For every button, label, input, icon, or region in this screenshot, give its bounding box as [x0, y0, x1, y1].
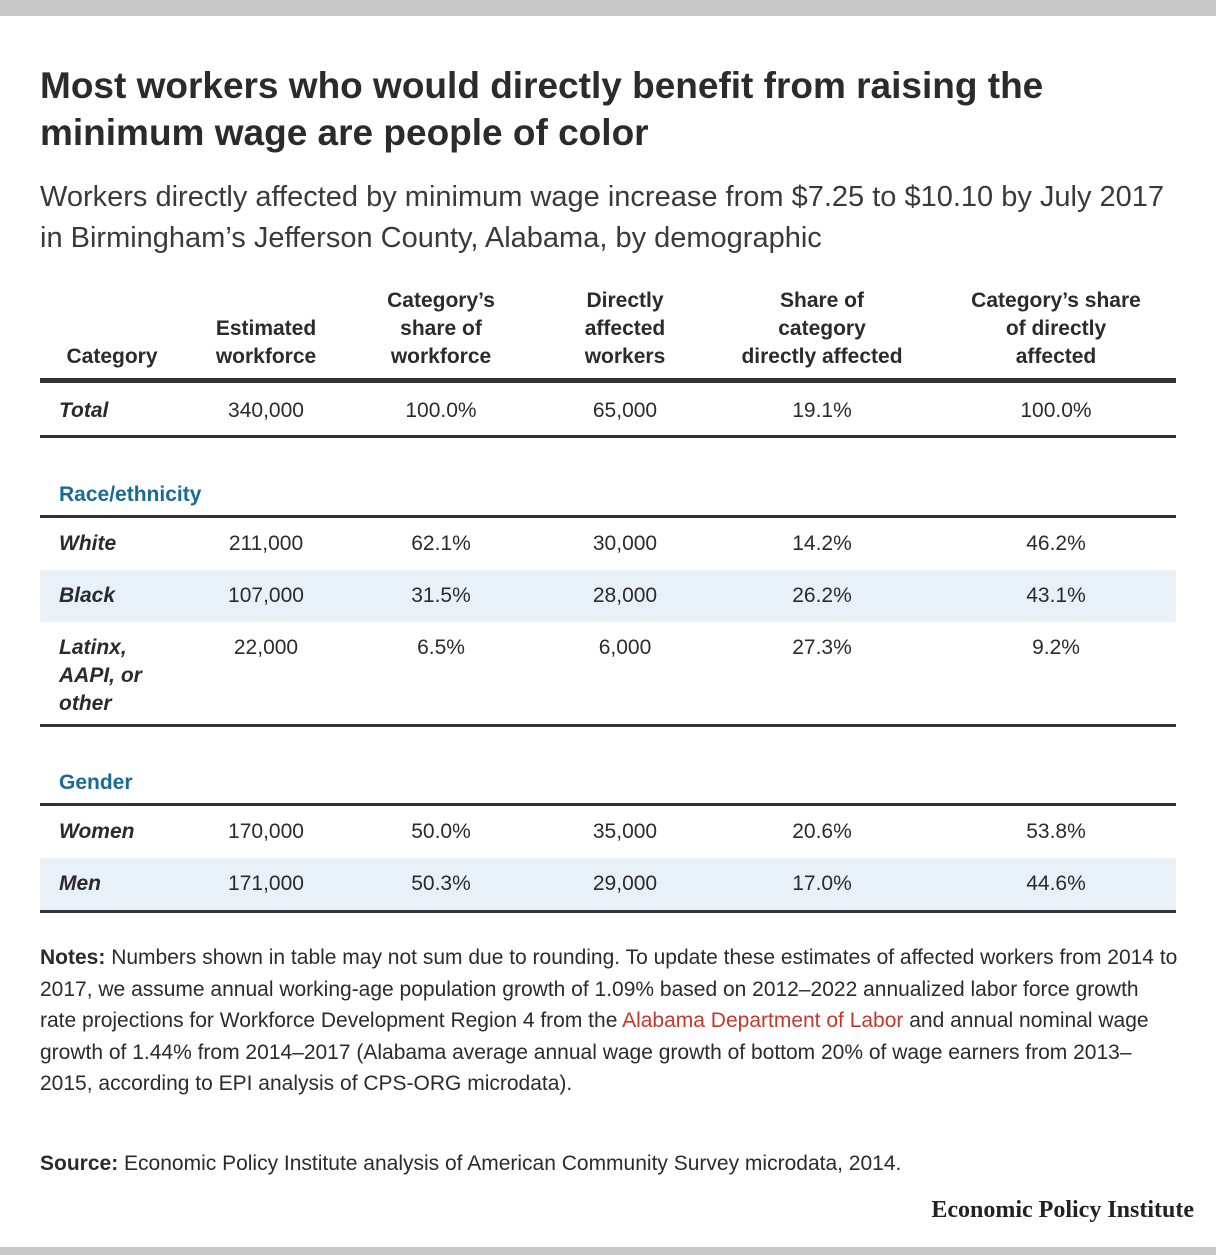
cell-1-1-3: 17.0%	[792, 872, 852, 895]
table-graphic: Category Estimated workforce Category’s shar…	[40, 289, 1176, 913]
row-shade-1-1	[40, 858, 1176, 910]
cell-1-1-2: 29,000	[593, 872, 657, 895]
cell-1-1-1: 50.3%	[411, 872, 471, 895]
notes-text-before-link: Numbers shown in table may not sum due t…	[40, 946, 1178, 1032]
column-header-0-line-0: Category	[66, 345, 157, 368]
notes-label: Notes:	[40, 946, 106, 969]
cell-0-1-2: 28,000	[593, 584, 657, 607]
top-border-bar	[0, 0, 1216, 16]
alabama-dept-labor-link[interactable]: Alabama Department of Labor	[622, 1009, 904, 1032]
cell-1-0-0: 170,000	[228, 820, 304, 843]
cell-0-0-0: 211,000	[229, 532, 303, 555]
notes: Notes: Numbers shown in table may not su…	[40, 942, 1180, 1100]
column-header-2-line-2: workforce	[390, 345, 491, 368]
column-header-5-line-1: of directly	[1006, 317, 1107, 340]
brand-logo: Economic Policy Institute	[931, 1197, 1194, 1223]
cell-1-1-4: 44.6%	[1026, 872, 1086, 895]
row-label-0-1-0: Black	[59, 584, 116, 607]
column-header-5-line-0: Category’s share	[971, 289, 1141, 312]
column-header-5-line-2: affected	[1016, 345, 1097, 368]
cell-0-1-4: 43.1%	[1026, 584, 1086, 607]
column-header-3-line-1: affected	[585, 317, 666, 340]
source-label: Source:	[40, 1152, 119, 1175]
row-label-0-2-2: other	[59, 692, 113, 715]
data-table: Category Estimated workforce Category’s shar…	[0, 280, 1216, 920]
cell-0-2-3: 27.3%	[792, 636, 852, 659]
cell-0-2-0: 22,000	[234, 636, 298, 659]
total-rule	[40, 435, 1176, 438]
group-title-0: Race/ethnicity	[59, 483, 202, 506]
cell-0-1-3: 26.2%	[792, 584, 852, 607]
column-header-1-line-0: Estimated	[216, 317, 316, 340]
total-cell-2: 65,000	[593, 399, 657, 422]
cell-1-0-2: 35,000	[593, 820, 657, 843]
cell-0-0-4: 46.2%	[1026, 532, 1086, 555]
cell-0-2-4: 9.2%	[1032, 636, 1080, 659]
total-cell-1: 100.0%	[405, 399, 476, 422]
chart-subtitle: Workers directly affected by minimum wag…	[40, 181, 1165, 254]
row-label-total: Total	[59, 399, 110, 422]
cell-0-0-3: 14.2%	[792, 532, 852, 555]
row-label-1-0-0: Women	[59, 820, 134, 843]
cell-0-0-1: 62.1%	[411, 532, 471, 555]
column-header-2-line-0: Category’s	[387, 289, 495, 312]
group-rule-0	[40, 515, 1176, 518]
group-rule-1	[40, 803, 1176, 806]
source-text: Economic Policy Institute analysis of Am…	[124, 1152, 902, 1175]
header-rule	[40, 378, 1176, 383]
column-header-3-line-2: workers	[584, 345, 666, 368]
bottom-border-bar	[0, 1247, 1216, 1255]
source: Source: Economic Policy Institute analys…	[40, 1148, 1180, 1179]
row-shade-0-1	[40, 570, 1176, 622]
total-cell-3: 19.1%	[792, 399, 852, 422]
cell-0-1-0: 107,000	[228, 584, 304, 607]
cell-1-0-1: 50.0%	[411, 820, 471, 843]
column-header-4-line-0: Share of	[780, 289, 865, 312]
group-end-rule-1	[40, 910, 1176, 913]
column-header-2-line-1: share of	[400, 317, 483, 340]
row-label-0-0-0: White	[59, 532, 116, 555]
column-header-4-line-1: category	[778, 317, 866, 340]
chart-title: Most workers who would directly benefit …	[40, 65, 1044, 153]
cell-0-1-1: 31.5%	[411, 584, 471, 607]
cell-1-1-0: 171,000	[228, 872, 304, 895]
row-label-1-1-0: Men	[59, 872, 101, 895]
cell-0-0-2: 30,000	[593, 532, 657, 555]
total-cell-0: 340,000	[228, 399, 304, 422]
cell-0-2-2: 6,000	[599, 636, 652, 659]
total-cell-4: 100.0%	[1020, 399, 1091, 422]
group-title-1: Gender	[59, 771, 133, 794]
row-label-0-2-1: AAPI, or	[58, 664, 144, 687]
group-end-rule-0	[40, 724, 1176, 727]
column-header-4-line-2: directly affected	[741, 345, 902, 368]
cell-1-0-4: 53.8%	[1026, 820, 1086, 843]
column-header-1-line-1: workforce	[215, 345, 316, 368]
cell-0-2-1: 6.5%	[417, 636, 465, 659]
cell-1-0-3: 20.6%	[792, 820, 852, 843]
row-label-0-2-0: Latinx,	[59, 636, 127, 659]
column-header-3-line-0: Directly	[586, 289, 663, 312]
notes-text-after-link: and annual nominal wage growth of 1.44% …	[40, 1009, 1149, 1095]
